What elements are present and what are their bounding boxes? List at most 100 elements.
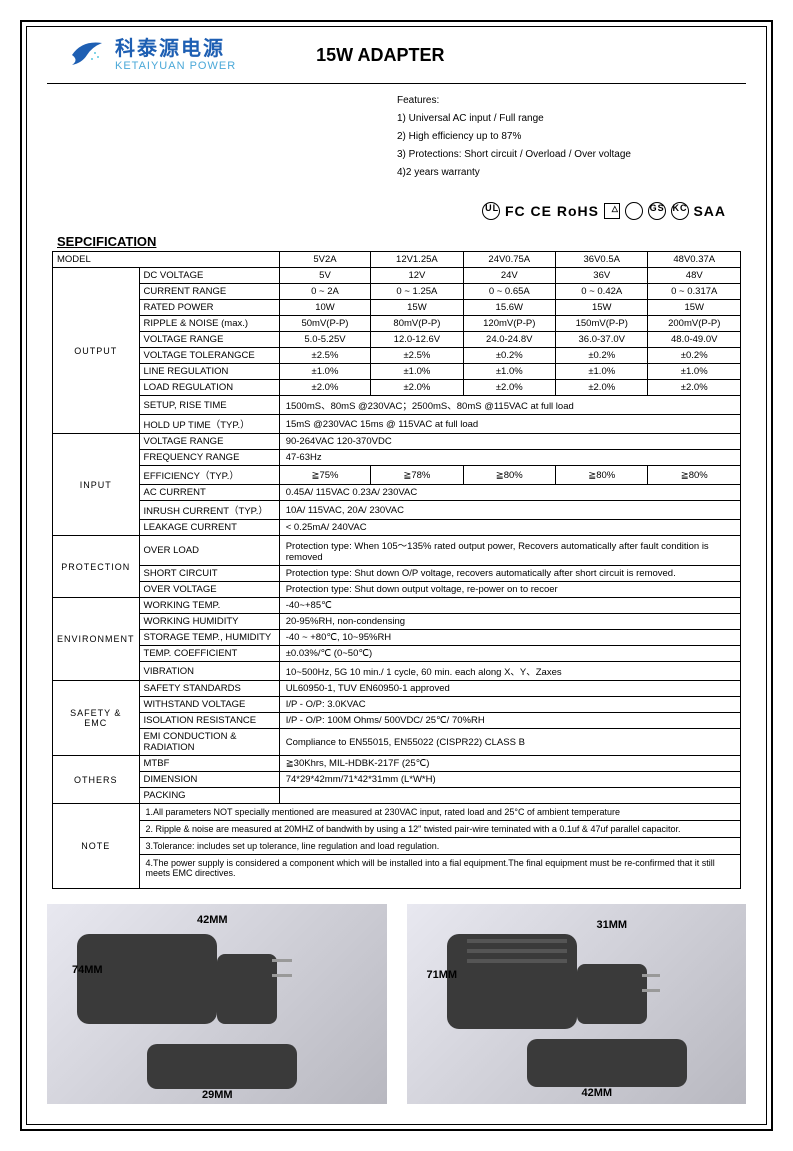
param-name: FREQUENCY RANGE <box>139 450 279 466</box>
spec-row: AC CURRENT0.45A/ 115VAC 0.23A/ 230VAC <box>53 485 741 501</box>
spec-value-span: 47-63Hz <box>279 450 740 466</box>
spec-row: OTHERSMTBF≧30Khrs, MIL-HDBK-217F (25℃) <box>53 756 741 772</box>
spec-value: 50mV(P-P) <box>279 316 371 332</box>
param-name: INRUSH CURRENT（TYP.） <box>139 501 279 520</box>
spec-value: 15W <box>371 300 463 316</box>
spec-value-span: Compliance to EN55015, EN55022 (CISPR22)… <box>279 729 740 756</box>
spec-value-span: Protection type: Shut down O/P voltage, … <box>279 566 740 582</box>
prong <box>272 959 292 962</box>
spec-value-span: -40 ~ +80℃, 10~95%RH <box>279 630 740 646</box>
features-block: Features: 1) Universal AC input / Full r… <box>397 92 726 182</box>
logo: 科泰源电源 KETAIYUAN POWER <box>67 35 236 75</box>
adapter-plug <box>577 964 647 1024</box>
page-title: 15W ADAPTER <box>316 45 444 66</box>
spec-row: SHORT CIRCUITProtection type: Shut down … <box>53 566 741 582</box>
spec-value-span: 10~500Hz, 5G 10 min./ 1 cycle, 60 min. e… <box>279 662 740 681</box>
spec-row: VOLTAGE RANGE5.0-5.25V12.0-12.6V24.0-24.… <box>53 332 741 348</box>
section-label: OTHERS <box>53 756 140 804</box>
param-name: OVER VOLTAGE <box>139 582 279 598</box>
spec-row: DIMENSION74*29*42mm/71*42*31mm (L*W*H) <box>53 772 741 788</box>
note-item: 4.The power supply is considered a compo… <box>139 855 740 889</box>
page-inner-border: 科泰源电源 KETAIYUAN POWER 15W ADAPTER Featur… <box>26 26 767 1125</box>
spec-row: PACKING <box>53 788 741 804</box>
spec-value: 120mV(P-P) <box>463 316 555 332</box>
spec-row: LEAKAGE CURRENT< 0.25mA/ 240VAC <box>53 520 741 536</box>
spec-value: ±2.5% <box>279 348 371 364</box>
param-name: VOLTAGE TOLERANGCE <box>139 348 279 364</box>
spec-value-span: Protection type: When 105～135% rated out… <box>279 536 740 566</box>
spec-value: ≧80% <box>556 466 648 485</box>
page-outer-border: 科泰源电源 KETAIYUAN POWER 15W ADAPTER Featur… <box>20 20 773 1131</box>
dim-h: 31MM <box>597 919 628 931</box>
spec-value: ±1.0% <box>279 364 371 380</box>
spec-value: 36V <box>556 268 648 284</box>
saa-text: SAA <box>693 203 726 219</box>
spec-value-span: 20-95%RH, non-condensing <box>279 614 740 630</box>
spec-row: CURRENT RANGE0 ~ 2A0 ~ 1.25A0 ~ 0.65A0 ~… <box>53 284 741 300</box>
param-name: PACKING <box>139 788 279 804</box>
spec-value: 24V <box>463 268 555 284</box>
dim-w: 74MM <box>72 964 103 976</box>
param-name: WORKING TEMP. <box>139 598 279 614</box>
spec-value: 48V <box>648 268 741 284</box>
param-name: EMI CONDUCTION & RADIATION <box>139 729 279 756</box>
vent <box>467 939 567 943</box>
spec-table: MODEL 5V2A 12V1.25A 24V0.75A 36V0.5A 48V… <box>52 251 741 889</box>
spec-value: ±1.0% <box>556 364 648 380</box>
prong <box>642 989 660 992</box>
spec-value: 36.0-37.0V <box>556 332 648 348</box>
features-title: Features: <box>397 92 726 110</box>
param-name: RATED POWER <box>139 300 279 316</box>
spec-row: ENVIRONMENTWORKING TEMP.-40~+85℃ <box>53 598 741 614</box>
dim-d: 42MM <box>582 1087 613 1099</box>
section-label: OUTPUT <box>53 268 140 434</box>
spec-value-span: UL60950-1, TUV EN60950-1 approved <box>279 681 740 697</box>
spec-value: 10W <box>279 300 371 316</box>
bird-logo-icon <box>67 35 107 75</box>
dim-d: 29MM <box>202 1089 233 1101</box>
spec-value: 5.0-5.25V <box>279 332 371 348</box>
spec-value: ±0.2% <box>648 348 741 364</box>
spec-value: ±2.0% <box>648 380 741 396</box>
feature-item: 2) High efficiency up to 87% <box>397 128 726 146</box>
product-images: 74MM 42MM 29MM 71MM 31MM 42MM <box>27 889 766 1124</box>
model-row: MODEL 5V2A 12V1.25A 24V0.75A 36V0.5A 48V… <box>53 252 741 268</box>
param-name: VOLTAGE RANGE <box>139 434 279 450</box>
param-name: LINE REGULATION <box>139 364 279 380</box>
spec-row: SAFETY & EMCSAFETY STANDARDSUL60950-1, T… <box>53 681 741 697</box>
spec-value: ±1.0% <box>463 364 555 380</box>
prong <box>272 974 292 977</box>
adapter-side <box>527 1039 687 1087</box>
param-name: EFFICIENCY（TYP.） <box>139 466 279 485</box>
param-name: LEAKAGE CURRENT <box>139 520 279 536</box>
spec-value-span: 10A/ 115VAC, 20A/ 230VAC <box>279 501 740 520</box>
spec-row: EMI CONDUCTION & RADIATIONCompliance to … <box>53 729 741 756</box>
spec-row: TEMP. COEFFICIENT±0.03%/℃ (0~50℃) <box>53 646 741 662</box>
spec-title: SEPCIFICATION <box>27 230 766 251</box>
param-name: ISOLATION RESISTANCE <box>139 713 279 729</box>
param-name: DIMENSION <box>139 772 279 788</box>
kc-icon: KC <box>671 202 689 220</box>
spec-value-span: 0.45A/ 115VAC 0.23A/ 230VAC <box>279 485 740 501</box>
spec-row: OVER VOLTAGEProtection type: Shut down o… <box>53 582 741 598</box>
spec-row: PROTECTIONOVER LOADProtection type: When… <box>53 536 741 566</box>
spec-value: 15.6W <box>463 300 555 316</box>
spec-value: ±2.5% <box>371 348 463 364</box>
param-name: TEMP. COEFFICIENT <box>139 646 279 662</box>
adapter-body <box>77 934 217 1024</box>
spec-value: ±1.0% <box>648 364 741 380</box>
spec-value: 15W <box>648 300 741 316</box>
note-item: 3.Tolerance: includes set up tolerance, … <box>139 838 740 855</box>
spec-row: INRUSH CURRENT（TYP.）10A/ 115VAC, 20A/ 23… <box>53 501 741 520</box>
product-b: 71MM 31MM 42MM <box>407 904 747 1104</box>
spec-row: ISOLATION RESISTANCEI/P - O/P: 100M Ohms… <box>53 713 741 729</box>
section-label: PROTECTION <box>53 536 140 598</box>
header: 科泰源电源 KETAIYUAN POWER 15W ADAPTER <box>47 27 746 84</box>
note-label: NOTE <box>53 804 140 889</box>
pse-icon <box>625 202 643 220</box>
spec-value-span: I/P - O/P: 3.0KVAC <box>279 697 740 713</box>
param-name: LOAD REGULATION <box>139 380 279 396</box>
spec-value: 0 ~ 2A <box>279 284 371 300</box>
vent <box>467 949 567 953</box>
spec-value-span: < 0.25mA/ 240VAC <box>279 520 740 536</box>
